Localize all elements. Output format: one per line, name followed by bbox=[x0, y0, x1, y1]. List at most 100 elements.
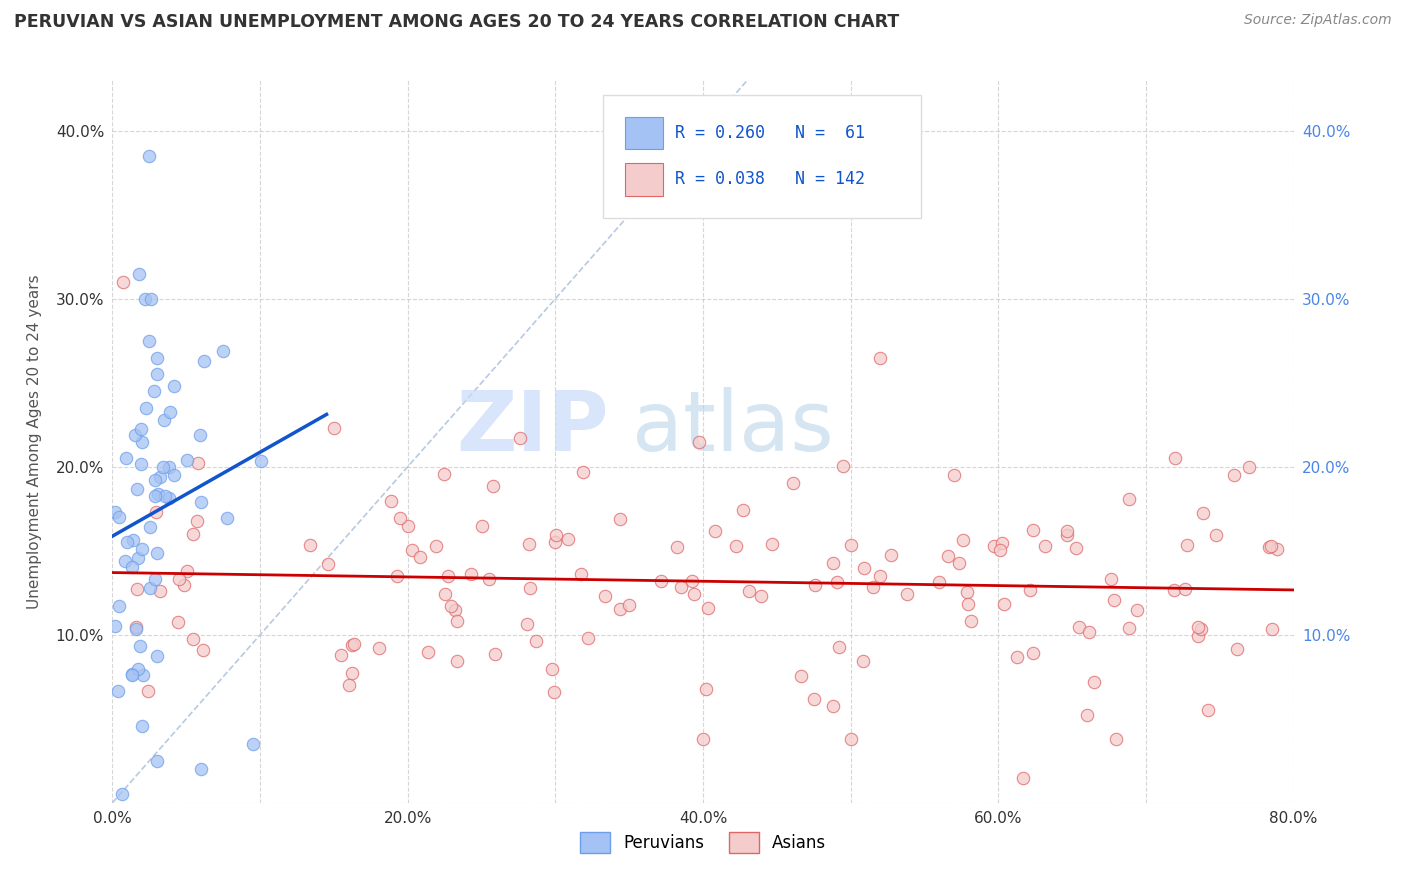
Point bbox=[193, 353, 215, 368]
Point bbox=[107, 510, 129, 524]
Point bbox=[131, 457, 153, 471]
Point bbox=[440, 599, 463, 613]
Point bbox=[928, 575, 950, 590]
Point bbox=[131, 542, 153, 557]
Point bbox=[1077, 624, 1099, 639]
Point bbox=[470, 518, 494, 533]
Point bbox=[697, 601, 720, 615]
Point bbox=[839, 731, 862, 746]
Point bbox=[1226, 641, 1249, 656]
Point bbox=[1239, 459, 1261, 474]
Point bbox=[1104, 593, 1126, 607]
Point bbox=[572, 465, 595, 479]
Point bbox=[191, 642, 214, 657]
Point bbox=[460, 566, 482, 581]
Point bbox=[896, 587, 918, 601]
Point bbox=[1019, 582, 1042, 597]
Point bbox=[936, 549, 959, 563]
Point bbox=[337, 678, 360, 692]
Point bbox=[125, 582, 148, 596]
Point bbox=[157, 491, 180, 505]
Text: PERUVIAN VS ASIAN UNEMPLOYMENT AMONG AGES 20 TO 24 YEARS CORRELATION CHART: PERUVIAN VS ASIAN UNEMPLOYMENT AMONG AGE… bbox=[14, 13, 900, 31]
Point bbox=[1118, 492, 1140, 507]
Point bbox=[446, 654, 468, 668]
Point bbox=[609, 602, 631, 616]
Point bbox=[1083, 674, 1105, 689]
Point bbox=[749, 589, 772, 603]
Point bbox=[418, 645, 440, 659]
Point bbox=[948, 557, 970, 571]
Point bbox=[181, 632, 204, 646]
Point bbox=[409, 549, 432, 564]
Point bbox=[128, 639, 150, 653]
Point bbox=[593, 589, 616, 603]
Point bbox=[1064, 541, 1087, 556]
Point bbox=[852, 654, 875, 668]
Point bbox=[692, 731, 714, 746]
Point bbox=[316, 557, 339, 571]
Point bbox=[869, 351, 891, 365]
Point bbox=[484, 647, 506, 661]
Point bbox=[146, 754, 169, 768]
FancyBboxPatch shape bbox=[626, 163, 662, 195]
Point bbox=[1118, 622, 1140, 636]
Point bbox=[1069, 620, 1091, 634]
Point bbox=[704, 524, 727, 539]
Point bbox=[803, 692, 825, 706]
Point bbox=[107, 683, 129, 698]
Point bbox=[121, 533, 143, 548]
Point bbox=[340, 638, 363, 652]
Point bbox=[1223, 468, 1246, 483]
Point bbox=[104, 505, 127, 519]
Point bbox=[167, 572, 190, 586]
Point bbox=[138, 334, 160, 348]
Point bbox=[517, 537, 540, 551]
Point bbox=[176, 564, 198, 578]
Point bbox=[1076, 708, 1098, 723]
Point bbox=[146, 648, 169, 663]
Point bbox=[942, 468, 965, 483]
Point bbox=[112, 275, 135, 289]
Point bbox=[163, 467, 186, 482]
Point bbox=[1056, 524, 1078, 539]
Point bbox=[323, 420, 346, 434]
Point bbox=[163, 379, 186, 393]
Point bbox=[516, 616, 538, 631]
Point bbox=[188, 428, 211, 442]
Point bbox=[436, 569, 458, 583]
Point bbox=[482, 479, 505, 493]
Point bbox=[724, 540, 747, 554]
Point bbox=[115, 451, 138, 466]
Point bbox=[444, 603, 467, 617]
Point bbox=[127, 662, 149, 676]
Point bbox=[190, 762, 212, 776]
Point bbox=[576, 631, 599, 645]
Point bbox=[853, 561, 876, 575]
Point bbox=[557, 532, 579, 546]
Point bbox=[143, 473, 166, 487]
Point bbox=[839, 538, 862, 552]
Point bbox=[139, 292, 162, 306]
Point bbox=[1261, 623, 1284, 637]
Point bbox=[478, 572, 501, 586]
Point bbox=[433, 467, 456, 481]
Point bbox=[688, 435, 710, 450]
Point bbox=[139, 519, 162, 533]
Point bbox=[1005, 650, 1028, 665]
Point bbox=[181, 527, 204, 541]
Point bbox=[541, 662, 564, 676]
FancyBboxPatch shape bbox=[626, 117, 662, 149]
Point bbox=[146, 351, 169, 365]
Point bbox=[609, 512, 631, 526]
Point bbox=[825, 575, 848, 590]
Point bbox=[1164, 451, 1187, 466]
Text: Source: ZipAtlas.com: Source: ZipAtlas.com bbox=[1244, 13, 1392, 28]
Point bbox=[125, 620, 148, 634]
Point bbox=[152, 459, 174, 474]
Point bbox=[731, 503, 754, 517]
Point bbox=[215, 510, 238, 524]
Point bbox=[782, 475, 804, 490]
Point bbox=[1012, 772, 1035, 786]
Point bbox=[1257, 541, 1279, 555]
Point bbox=[387, 569, 409, 583]
